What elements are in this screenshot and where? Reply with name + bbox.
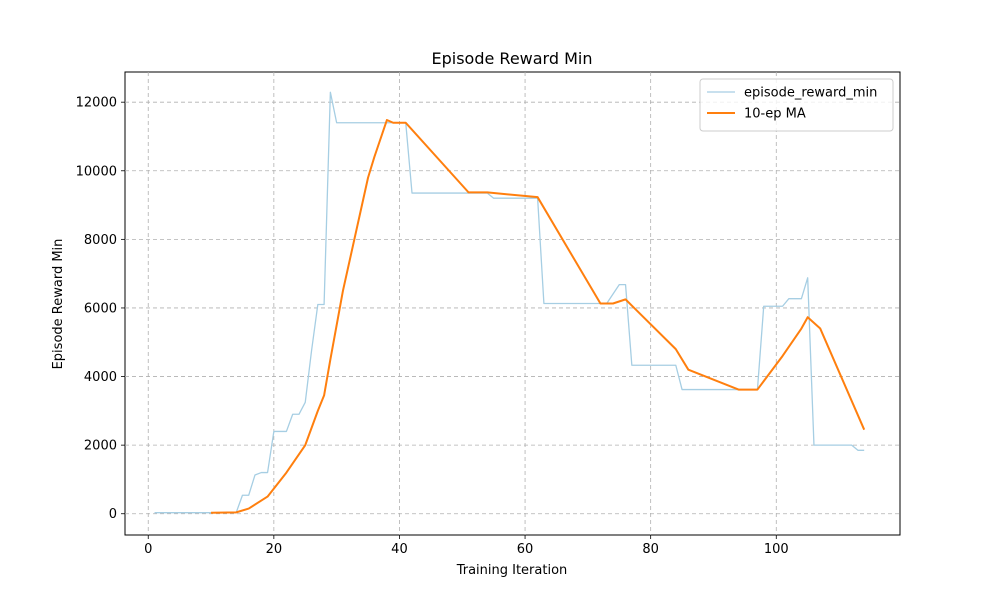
x-axis-label: Training Iteration	[456, 563, 568, 578]
y-axis-label: Episode Reward Min	[51, 239, 66, 370]
y-tick-label: 12000	[76, 96, 117, 111]
x-tick-label: 0	[144, 542, 152, 557]
y-tick-label: 4000	[84, 370, 117, 385]
legend: episode_reward_min 10-ep MA	[699, 78, 894, 132]
legend-label: 10-ep MA	[744, 107, 806, 122]
x-tick-label: 40	[391, 542, 408, 557]
y-tick-label: 8000	[84, 233, 117, 248]
legend-label: episode_reward_min	[744, 86, 877, 101]
grid	[125, 72, 900, 535]
legend-box	[699, 78, 894, 132]
plot-frame	[124, 71, 901, 536]
x-tick-label: 100	[764, 542, 789, 557]
series-line-10-ep-ma	[211, 119, 866, 514]
y-tick-label: 2000	[84, 439, 117, 454]
x-tick-label: 80	[642, 542, 659, 557]
axis-ticks: 0 20 40 60 80 100 0 2000 4000 6000 8000 10000 12000	[76, 96, 789, 557]
chart-title: Episode Reward Min	[432, 49, 593, 68]
x-tick-label: 60	[517, 542, 534, 557]
x-tick-label: 20	[266, 542, 283, 557]
y-tick-label: 10000	[76, 164, 117, 179]
y-tick-label: 6000	[84, 301, 117, 316]
y-tick-label: 0	[109, 507, 117, 522]
series-layer	[154, 91, 866, 514]
series-line-episode-reward-min	[154, 91, 865, 514]
